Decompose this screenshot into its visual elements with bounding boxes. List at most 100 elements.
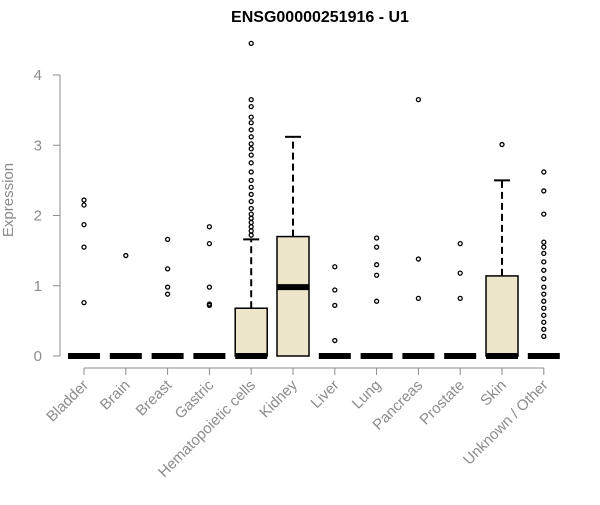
x-tick-label: Bladder [43, 377, 92, 426]
outlier-point [248, 96, 254, 103]
outlier-point [248, 120, 254, 126]
outlier-point [248, 114, 254, 120]
outlier-point [457, 270, 463, 276]
outlier-point [248, 103, 254, 110]
box-series [68, 40, 560, 359]
outlier-point [541, 291, 547, 297]
outlier-point [415, 256, 422, 262]
outlier-point [248, 40, 254, 47]
box-group [444, 240, 477, 359]
outlier-point [373, 272, 380, 278]
outlier-point [373, 262, 380, 268]
outlier-point [248, 219, 254, 226]
outlier-point [164, 236, 171, 243]
outlier-point [373, 298, 380, 304]
outlier-point [541, 276, 547, 282]
y-tick-label: 4 [34, 67, 42, 84]
box-group [234, 40, 268, 359]
outlier-point [81, 202, 87, 208]
outlier-point [541, 284, 547, 290]
box-group [360, 235, 393, 359]
outlier-point [81, 221, 87, 228]
outlier-point [248, 215, 254, 221]
box-group [276, 135, 310, 357]
box-group [109, 252, 142, 359]
y-tick-label: 1 [34, 278, 42, 295]
outlier-point [81, 299, 87, 306]
outlier-point [499, 141, 505, 148]
outlier-point [248, 191, 254, 198]
outlier-point [248, 205, 254, 212]
outlier-point [248, 184, 254, 191]
outlier-point [332, 337, 338, 344]
outlier-point [248, 198, 254, 205]
outlier-point [332, 287, 338, 293]
outlier-point [415, 295, 422, 302]
outlier-point [332, 302, 338, 309]
outlier-point [206, 301, 213, 307]
outlier-point [541, 298, 547, 304]
outlier-point [206, 240, 213, 247]
outlier-point [541, 169, 547, 175]
outlier-point [248, 160, 254, 166]
outlier-point [541, 326, 547, 332]
y-tick-label: 3 [34, 137, 42, 154]
x-tick-label: Liver [308, 377, 343, 412]
box-group [527, 169, 560, 359]
y-tick-label: 0 [34, 348, 42, 365]
x-tick-label: Breast [133, 376, 176, 419]
outlier-point [541, 333, 547, 339]
outlier-point [415, 96, 422, 103]
y-axis-label: Expression [0, 163, 17, 237]
outlier-point [541, 211, 547, 217]
box-group [318, 264, 351, 359]
outlier-point [541, 188, 547, 194]
outlier-point [248, 127, 254, 133]
outlier-point [123, 252, 129, 259]
outlier-point [248, 169, 254, 175]
outlier-point [541, 267, 547, 273]
box-group [68, 197, 100, 359]
chart-title: ENSG00000251916 - U1 [231, 9, 409, 26]
box-group [151, 236, 184, 359]
box-group [402, 96, 435, 359]
box-iqr [276, 235, 310, 357]
outlier-point [541, 319, 547, 325]
outlier-point [206, 284, 213, 290]
outlier-point [248, 134, 254, 140]
outlier-point [541, 305, 547, 311]
outlier-point [81, 244, 87, 250]
outlier-point [248, 146, 254, 152]
outlier-point [248, 211, 254, 217]
outlier-point [541, 312, 547, 318]
outlier-point [248, 141, 254, 147]
x-tick-label: Prostate [416, 377, 468, 429]
outlier-point [248, 177, 254, 184]
x-tick-label: Skin [477, 377, 510, 410]
y-tick-label: 2 [34, 208, 42, 225]
box-iqr [485, 275, 519, 357]
outlier-point [373, 244, 380, 250]
outlier-point [248, 228, 254, 234]
outlier-point [164, 291, 171, 297]
outlier-point [81, 197, 87, 203]
outlier-point [248, 152, 254, 158]
outlier-point [373, 235, 380, 241]
outlier-point [206, 224, 213, 230]
y-axis: 0 1 2 3 4 [34, 67, 61, 365]
outlier-point [457, 240, 463, 247]
outlier-point [164, 266, 171, 272]
outlier-point [541, 244, 547, 250]
x-tick-label: Brain [97, 377, 134, 414]
outlier-point [248, 232, 254, 238]
x-tick-label: Kidney [256, 376, 301, 421]
x-tick-label: Lung [349, 377, 385, 413]
box-iqr [234, 307, 268, 357]
outlier-point [164, 284, 171, 290]
outlier-point [248, 224, 254, 230]
box-group [193, 224, 226, 359]
outlier-point [332, 264, 338, 270]
